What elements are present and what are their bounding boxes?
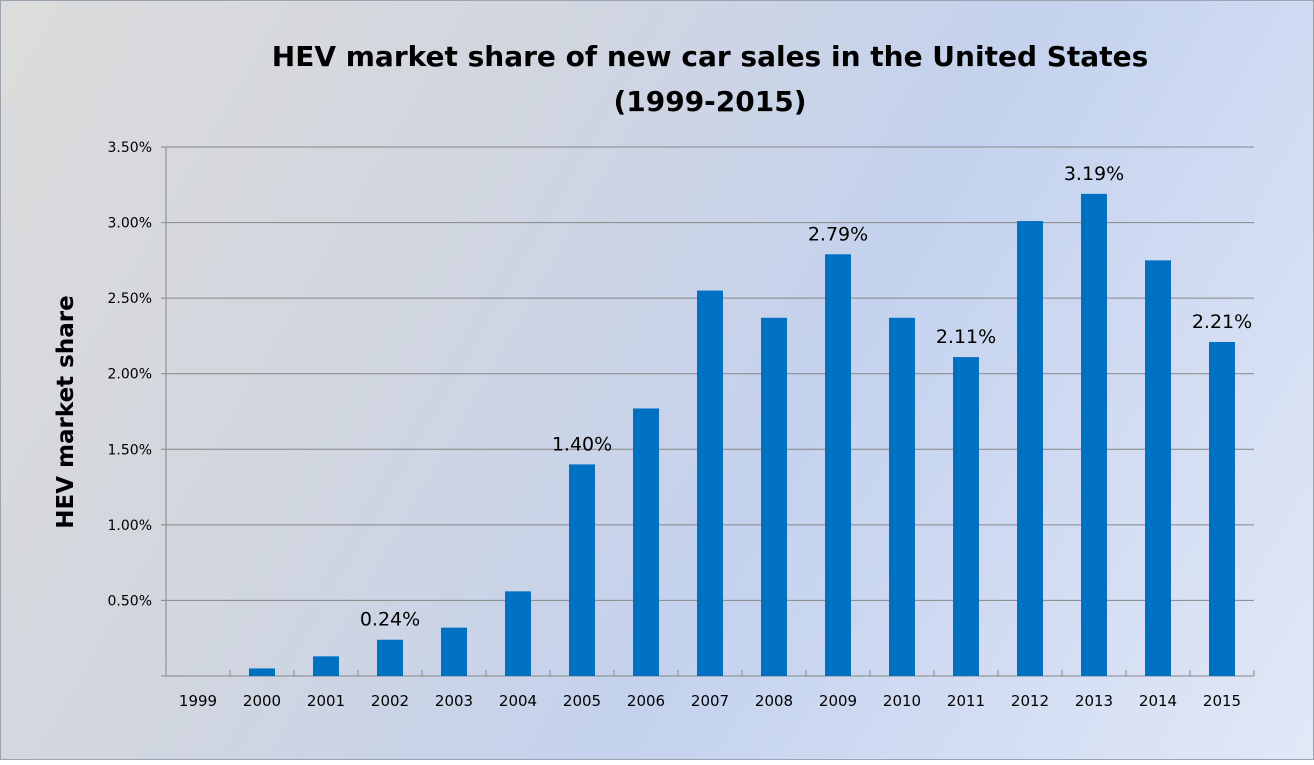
chart-subtitle: (1999-2015): [613, 85, 806, 118]
bar-2000: [249, 668, 275, 676]
x-tick-label: 1999: [179, 692, 217, 710]
bar-2006: [633, 408, 659, 676]
bar-2008: [761, 317, 787, 676]
x-tick-label: 2003: [435, 692, 473, 710]
x-tick-label: 2014: [1139, 692, 1177, 710]
bar-2011: [953, 357, 979, 676]
bar-2014: [1145, 260, 1171, 676]
x-tick-label: 2002: [371, 692, 409, 710]
data-label: 2.11%: [936, 326, 996, 348]
bar-2004: [505, 591, 531, 676]
data-label: 2.79%: [808, 223, 868, 245]
y-tick-label: 1.00%: [108, 518, 152, 534]
bar-2001: [313, 656, 339, 676]
x-tick-label: 2012: [1011, 692, 1049, 710]
x-tick-label: 2001: [307, 692, 345, 710]
y-tick-label: 1.50%: [108, 442, 152, 458]
bar-2002: [377, 639, 403, 676]
bar-2005: [569, 464, 595, 676]
bar-2009: [825, 254, 851, 676]
y-tick-label: 0.50%: [108, 593, 152, 609]
x-tick-label: 2007: [691, 692, 729, 710]
x-tick-label: 2009: [819, 692, 857, 710]
x-tick-label: 2011: [947, 692, 985, 710]
x-tick-label: 2008: [755, 692, 793, 710]
x-tick-label: 2006: [627, 692, 665, 710]
y-tick-label: 2.00%: [108, 367, 152, 383]
x-tick-label: 2000: [243, 692, 281, 710]
data-label: 1.40%: [552, 433, 612, 455]
y-tick-label: 2.50%: [108, 291, 152, 307]
bar-2010: [889, 317, 915, 676]
x-tick-label: 2005: [563, 692, 601, 710]
x-tick-label: 2013: [1075, 692, 1113, 710]
data-label: 3.19%: [1064, 163, 1124, 185]
bar-2007: [697, 290, 723, 676]
bar-2012: [1017, 221, 1043, 676]
data-label: 0.24%: [360, 609, 420, 631]
y-axis-label: HEV market share: [53, 295, 79, 528]
x-tick-label: 2010: [883, 692, 921, 710]
x-tick-label: 2015: [1203, 692, 1241, 710]
chart-title: HEV market share of new car sales in the…: [272, 40, 1148, 73]
bar-2015: [1209, 341, 1235, 676]
y-tick-label: 3.50%: [108, 140, 152, 156]
data-label: 2.21%: [1192, 311, 1252, 333]
y-tick-label: 3.00%: [108, 216, 152, 232]
bar-2003: [441, 627, 467, 676]
x-tick-label: 2004: [499, 692, 537, 710]
bar-2013: [1081, 193, 1107, 676]
